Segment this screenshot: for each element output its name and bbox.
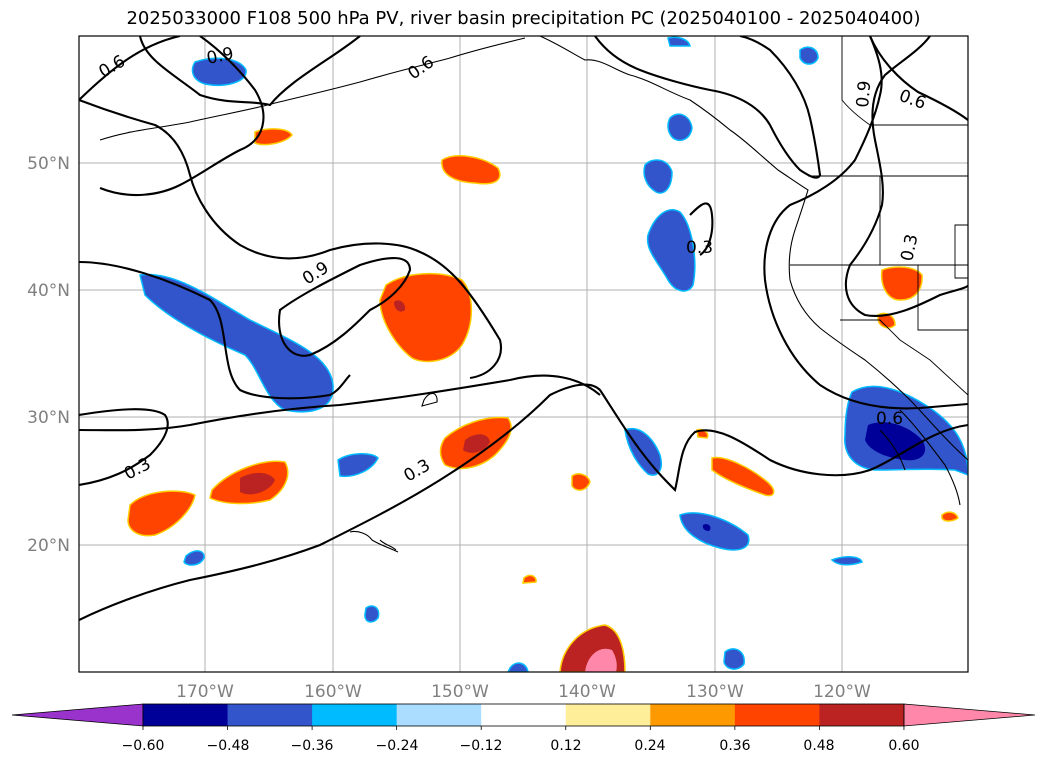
lon-label: 140°W [558, 682, 616, 702]
colorbar-swatch [143, 704, 229, 726]
colorbar-swatch [565, 704, 651, 726]
colorbar-swatch [227, 704, 313, 726]
colorbar-swatch [481, 704, 567, 726]
colorbar-tick-label: 0.48 [803, 738, 834, 754]
negative-precip-regions [139, 36, 968, 672]
colorbar-ticks: −0.60 −0.48 −0.36 −0.24 −0.12 0.12 0.24 … [122, 738, 920, 754]
colorbar-tick-label: −0.12 [460, 738, 503, 754]
contour-label-group: 0.6 0.9 0.6 0.9 0.6 0.9 0.3 0.3 0.3 0.6 … [96, 44, 929, 487]
latitude-labels: 50°N 40°N 30°N 20°N [27, 154, 70, 556]
colorbar-tick-label: 0.36 [719, 738, 750, 754]
colorbar-tick-label: 0.24 [634, 738, 665, 754]
colorbar-tick-label: 0.12 [550, 738, 581, 754]
colorbar-extend-low [11, 703, 144, 727]
map-area [79, 36, 968, 672]
lon-label: 130°W [686, 682, 744, 702]
coastlines [99, 36, 968, 553]
chart-title: 2025033000 F108 500 hPa PV, river basin … [126, 8, 921, 29]
colorbar [11, 703, 1036, 730]
contour-label: 0.9 [853, 80, 875, 109]
colorbar-swatch [734, 704, 820, 726]
positive-precip-regions [127, 128, 959, 672]
colorbar-tick-label: −0.60 [122, 738, 165, 754]
colorbar-swatch [819, 704, 905, 726]
lon-label: 160°W [304, 682, 362, 702]
lon-label: 120°W [813, 682, 871, 702]
colorbar-extend-high [903, 703, 1036, 727]
colorbar-tick-label: 0.60 [888, 738, 919, 754]
colorbar-outline [142, 703, 905, 727]
colorbar-tick-label: −0.36 [291, 738, 334, 754]
contour-label: 0.3 [686, 238, 713, 258]
longitude-labels: 170°W 160°W 150°W 140°W 130°W 120°W [176, 682, 871, 702]
colorbar-tick-label: −0.48 [207, 738, 250, 754]
pv-contours [79, 36, 968, 621]
colorbar-swatch [396, 704, 482, 726]
lat-label: 40°N [27, 281, 70, 301]
contour-label: 0.6 [876, 409, 903, 429]
lat-label: 50°N [27, 154, 70, 174]
lat-label: 30°N [27, 408, 70, 428]
colorbar-swatch [650, 704, 736, 726]
lat-label: 20°N [27, 536, 70, 556]
political-borders [790, 36, 968, 396]
colorbar-swatch [312, 704, 398, 726]
map-border [78, 35, 969, 673]
gridlines [79, 36, 968, 672]
colorbar-tick-label: −0.24 [376, 738, 419, 754]
lon-label: 170°W [176, 682, 234, 702]
lon-label: 150°W [431, 682, 489, 702]
